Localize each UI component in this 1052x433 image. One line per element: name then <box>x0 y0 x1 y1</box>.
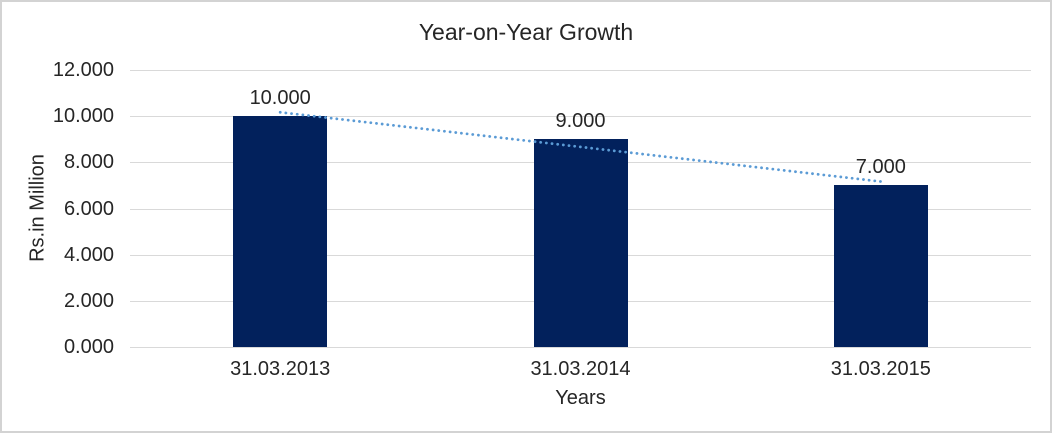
y-tick-label: 10.000 <box>52 105 114 128</box>
bar <box>233 116 328 347</box>
x-tick-label: 31.03.2013 <box>230 358 331 380</box>
y-tick-label: 6.000 <box>63 197 114 220</box>
trendline <box>278 110 883 183</box>
bar <box>533 139 628 347</box>
y-tick-label: 8.000 <box>63 151 114 174</box>
y-tick-label: 2.000 <box>63 289 114 312</box>
gridline <box>130 347 1031 348</box>
chart-title: Year-on-Year Growth <box>418 19 634 45</box>
gridline <box>130 70 1031 71</box>
y-tick-label: 12.000 <box>52 59 114 81</box>
x-tick-label: 31.03.2014 <box>530 358 631 380</box>
bar-value-label: 7.000 <box>855 156 906 179</box>
y-tick-label: 0.000 <box>63 336 114 358</box>
bar-value-label: 10.000 <box>249 87 311 110</box>
bar <box>833 185 928 347</box>
x-tick-label: 31.03.2015 <box>830 358 931 380</box>
x-axis-title: Years <box>555 387 606 409</box>
plot-area: 10.000 9.000 7.000 <box>130 70 1031 348</box>
y-tick-label: 4.000 <box>63 243 114 266</box>
bar-value-label: 9.000 <box>555 110 606 133</box>
gridline <box>130 116 1031 118</box>
